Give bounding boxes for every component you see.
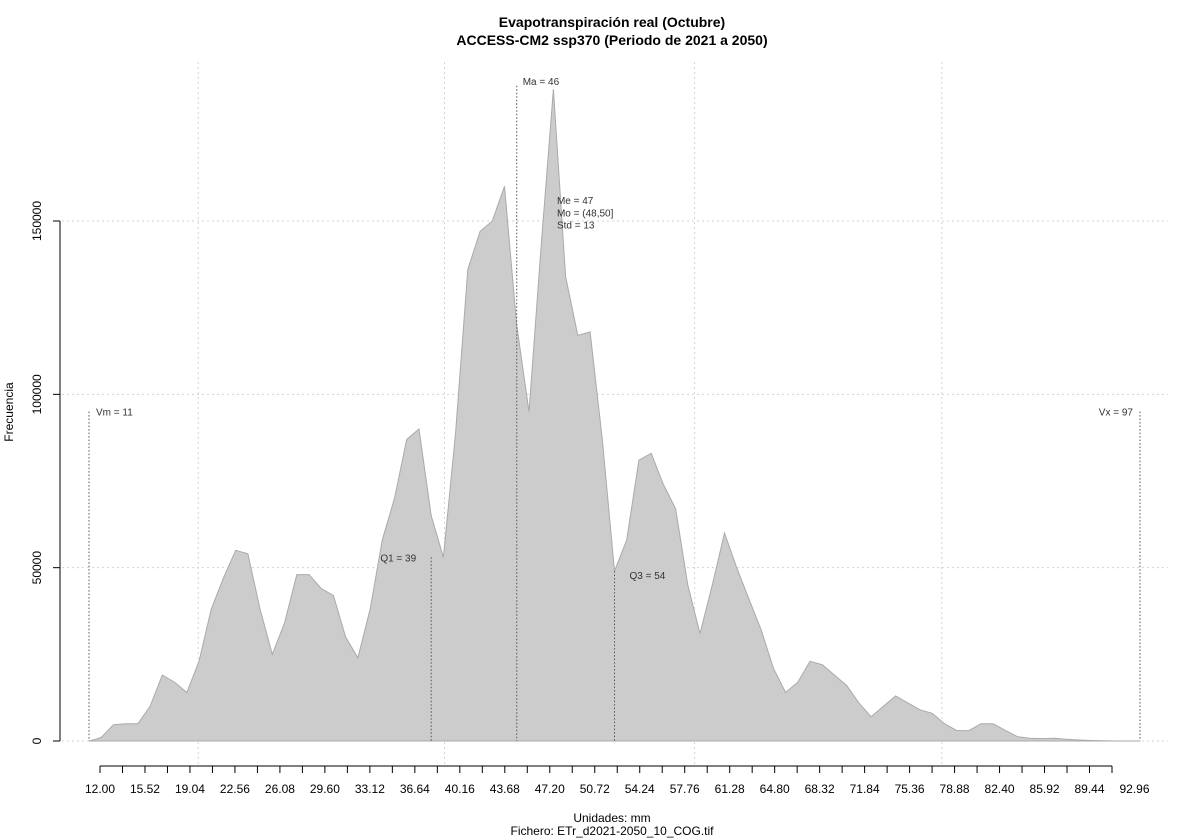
y-tick-label: 50000 (30, 551, 44, 585)
x-tick-label: 68.32 (805, 782, 835, 796)
x-tick-label: 33.12 (355, 782, 385, 796)
x-tick-label: 85.92 (1030, 782, 1060, 796)
y-axis-label: Frecuencia (2, 382, 16, 442)
x-tick-label: 75.36 (895, 782, 925, 796)
x-tick-label: 22.56 (220, 782, 250, 796)
x-tick-label: 43.68 (490, 782, 520, 796)
x-tick-label: 89.44 (1074, 782, 1104, 796)
x-tick-label: 92.96 (1119, 782, 1149, 796)
x-axis-label: Unidades: mm (573, 811, 650, 825)
x-tick-label: 29.60 (310, 782, 340, 796)
frequency-area (88, 89, 1140, 742)
annotation-label: Vm = 11 (96, 408, 133, 419)
x-tick-label: 61.28 (715, 782, 745, 796)
x-tick-label: 15.52 (130, 782, 160, 796)
x-tick-label: 12.00 (85, 782, 115, 796)
x-tick-label: 47.20 (535, 782, 565, 796)
x-tick-label: 36.64 (400, 782, 430, 796)
annotation-label: Ma = 46 (523, 77, 560, 88)
annotation-label: Me = 47 (557, 196, 594, 207)
x-tick-label: 64.80 (760, 782, 790, 796)
x-tick-label: 54.24 (625, 782, 655, 796)
x-tick-label: 78.88 (940, 782, 970, 796)
marker-lines: Vm = 11 Vx = 97 Q1 = 39 Q3 = 54 Ma = 46 Me = … (88, 77, 1141, 741)
file-caption: Fichero: ETr_d2021-2050_10_COG.tif (511, 824, 715, 838)
chart-subtitle: ACCESS-CM2 ssp370 (Periodo de 2021 a 205… (456, 32, 767, 48)
y-tick-label: 100000 (30, 374, 44, 414)
y-tick-label: 150000 (30, 201, 44, 241)
annotation-label: Mo = (48,50] (557, 208, 614, 219)
x-tick-label: 50.72 (580, 782, 610, 796)
x-tick-label: 40.16 (445, 782, 475, 796)
x-tick-label: 26.08 (265, 782, 295, 796)
x-tick-label: 19.04 (175, 782, 205, 796)
x-tick-label: 57.76 (670, 782, 700, 796)
x-tick-label: 82.40 (985, 782, 1015, 796)
annotation-label: Vx = 97 (1099, 408, 1134, 419)
x-tick-label: 71.84 (850, 782, 880, 796)
chart-title: Evapotranspiración real (Octubre) (499, 14, 725, 30)
y-tick-label: 0 (30, 737, 44, 744)
annotation-label: Q3 = 54 (630, 571, 666, 582)
annotation-label: Std = 13 (557, 220, 595, 231)
annotation-label: Q1 = 39 (380, 553, 416, 564)
axes: 0 50000 100000 150000 12.00 15.52 19.04 22.56 26… (30, 201, 1150, 796)
